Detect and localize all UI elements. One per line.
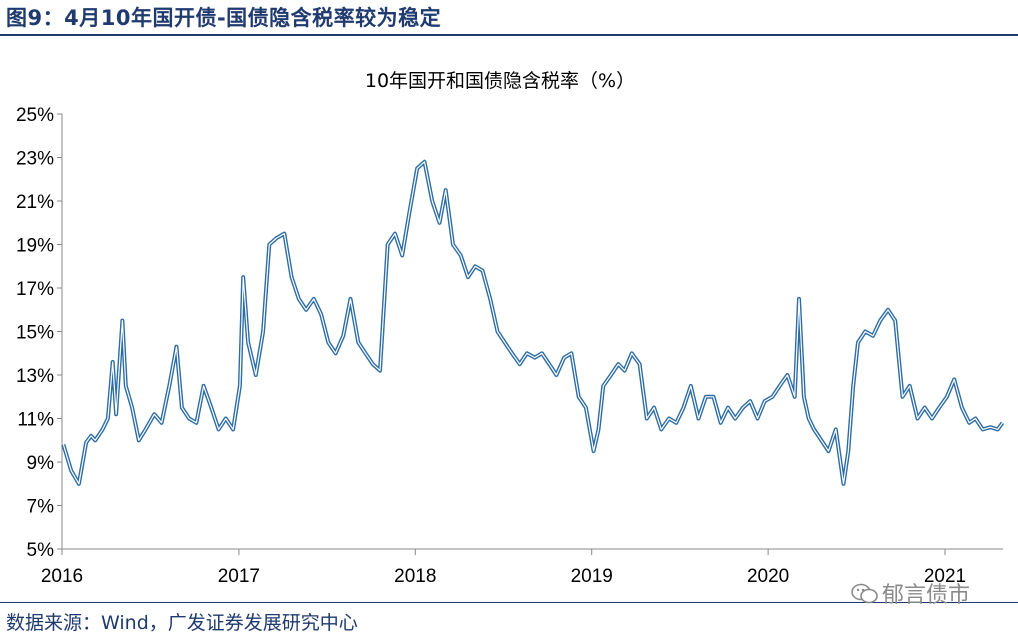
y-tick-label: 23%: [16, 149, 54, 170]
x-axis-ticks: 2016 2017 2018 2019 2020 2021: [41, 549, 966, 587]
y-tick-label: 7%: [27, 497, 55, 518]
x-tick-label: 2018: [394, 566, 436, 587]
series-line: [61, 159, 1005, 486]
wechat-icon: [851, 583, 878, 604]
line-chart: 10年国开和国债隐含税率（%） 25% 23% 21% 19% 17% 15% 13% 11%…: [16, 70, 1005, 587]
series-line-inner: [62, 161, 1003, 485]
y-axis-ticks: 25% 23% 21% 19% 17% 15% 13% 11% 9% 7% 5%: [16, 105, 62, 561]
x-tick-label: 2017: [218, 566, 260, 587]
watermark-label: 郁言债市: [882, 583, 971, 608]
watermark-text: 郁言债市: [846, 577, 970, 609]
y-tick-label: 9%: [27, 453, 55, 474]
top-divider: [0, 34, 1018, 36]
chart-title: 10年国开和国债隐含税率（%）: [365, 70, 635, 92]
figure-title: 图9：4月10年国开债-国债隐含税率较为稳定: [6, 6, 442, 30]
x-tick-label: 2021: [924, 566, 966, 587]
series-layer: [61, 159, 1005, 486]
x-tick-label: 2016: [41, 566, 83, 587]
y-tick-label: 17%: [16, 279, 54, 300]
y-tick-label: 11%: [17, 410, 54, 431]
y-tick-label: 13%: [16, 366, 54, 387]
bottom-divider: [0, 602, 1018, 603]
x-tick-label: 2020: [747, 566, 789, 587]
source-note: 数据来源：Wind，广发证券发展研究中心: [6, 612, 358, 634]
y-tick-label: 21%: [16, 192, 54, 213]
x-tick-label: 2019: [571, 566, 613, 587]
y-tick-label: 25%: [16, 105, 54, 126]
y-tick-label: 15%: [16, 323, 54, 344]
y-tick-label: 19%: [16, 236, 54, 257]
y-tick-label: 5%: [27, 540, 55, 561]
